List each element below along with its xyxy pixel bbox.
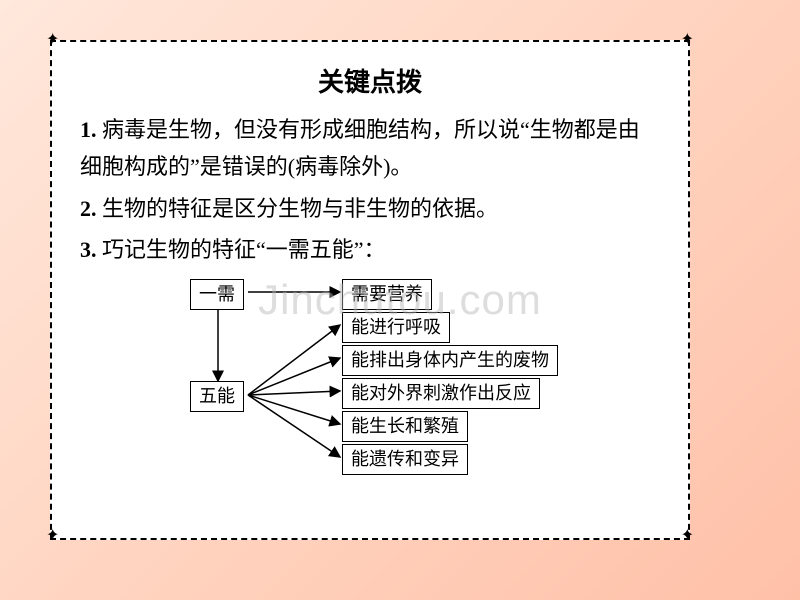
corner-ornament: ✦ [46,32,59,48]
item-text: 巧记生物的特征“一需五能”： [102,237,386,262]
corner-ornament: ✦ [681,32,694,48]
node-right: 能对外界刺激作出反应 [342,378,540,409]
node-right: 能遗传和变异 [342,444,468,475]
node-right: 能进行呼吸 [342,312,450,343]
item-text: 病毒是生物，但没有形成细胞结构，所以说“生物都是由细胞构成的”是错误的(病毒除外… [80,117,640,179]
corner-ornament: ✦ [46,528,59,544]
node-right: 需要营养 [342,279,432,310]
item-number: 2. [80,196,97,221]
node-wuneng: 五能 [190,381,244,412]
item-number: 3. [80,237,97,262]
node-right: 能生长和繁殖 [342,411,468,442]
corner-ornament: ✦ [681,528,694,544]
node-yixu: 一需 [190,279,244,310]
content-card: ✦ ✦ ✦ ✦ 关键点拨 1. 病毒是生物，但没有形成细胞结构，所以说“生物都是… [50,40,690,540]
card-title: 关键点拨 [80,62,660,99]
concept-diagram: 一需 五能 需要营养 能进行呼吸 能排出身体内产生的废物 能对外界刺激作出反应 … [190,279,660,489]
item-number: 1. [80,117,97,142]
node-right: 能排出身体内产生的废物 [342,345,558,376]
list-item: 1. 病毒是生物，但没有形成细胞结构，所以说“生物都是由细胞构成的”是错误的(病… [80,111,660,186]
list-item: 2. 生物的特征是区分生物与非生物的依据。 [80,190,660,227]
item-text: 生物的特征是区分生物与非生物的依据。 [102,196,498,221]
list-item: 3. 巧记生物的特征“一需五能”： [80,231,660,268]
